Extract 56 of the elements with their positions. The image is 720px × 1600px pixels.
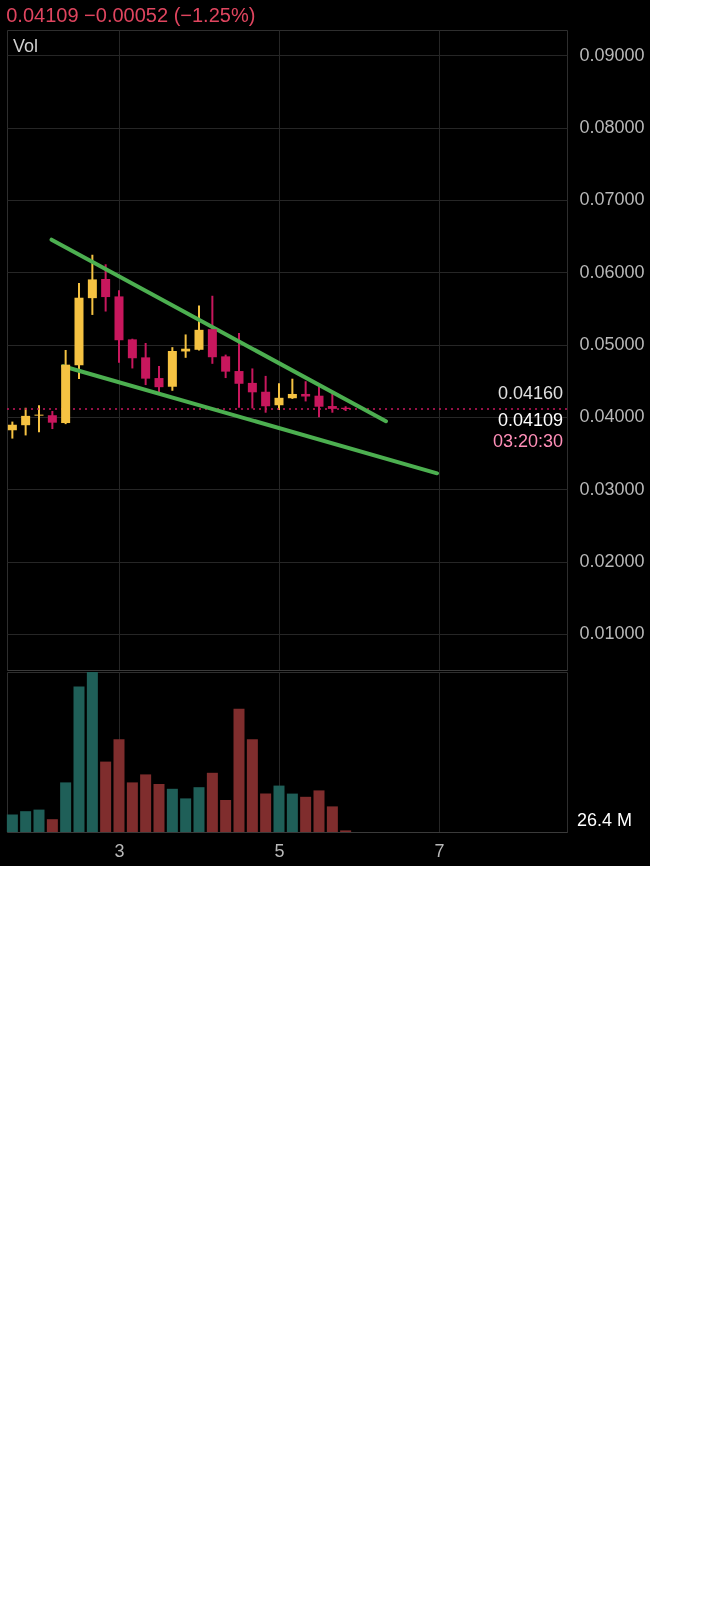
x-tick-label: 7	[434, 840, 445, 861]
candlestick	[47, 409, 57, 431]
candlestick	[101, 263, 111, 313]
bar	[6, 814, 18, 832]
bar	[100, 761, 112, 832]
ref-line-label: 0.04109	[497, 410, 563, 431]
bar	[220, 800, 232, 832]
bar	[73, 686, 85, 832]
candlestick	[154, 364, 164, 395]
candlestick	[87, 253, 97, 316]
x-tick-label: 3	[114, 840, 125, 861]
y-tick-label: 0.01000	[579, 623, 645, 644]
bar	[33, 809, 45, 832]
annotation: 0.04160	[497, 383, 563, 404]
bar	[193, 787, 205, 832]
bar	[126, 782, 138, 832]
y-tick-label: 0.09000	[579, 44, 645, 65]
y-tick-label: 0.02000	[579, 551, 645, 572]
chart-subtitle: 0.04109 −0.00052 (−1.25%)	[6, 4, 256, 26]
bar	[86, 672, 98, 832]
candlestick	[194, 304, 204, 352]
annotation: 03:20:30	[492, 431, 563, 452]
bar	[300, 796, 312, 832]
candlestick	[127, 337, 137, 370]
y-tick-label: 0.06000	[579, 261, 645, 282]
bar	[166, 788, 178, 832]
candlestick	[247, 367, 257, 410]
candlestick	[234, 332, 244, 409]
bar	[113, 739, 125, 832]
candlestick	[274, 382, 284, 411]
bar	[273, 785, 285, 832]
bar	[326, 806, 338, 832]
bar	[60, 782, 72, 832]
bar	[206, 772, 218, 832]
bar	[313, 790, 325, 832]
bar	[180, 798, 192, 832]
y-tick-label: 0.03000	[579, 478, 645, 499]
candlestick	[221, 353, 231, 380]
bar	[260, 793, 272, 832]
bar	[46, 819, 58, 832]
bar	[286, 793, 298, 832]
x-tick-label: 5	[274, 840, 285, 861]
bar	[140, 774, 152, 832]
bar	[246, 739, 258, 832]
bar	[233, 708, 245, 832]
y-tick-label: 0.07000	[579, 189, 645, 210]
candlestick	[287, 377, 297, 400]
bar	[20, 811, 32, 832]
text: 26.4 M	[577, 810, 633, 830]
candlestick	[141, 341, 151, 387]
annotation: Vol	[13, 36, 39, 56]
bar	[153, 784, 165, 832]
y-tick-label: 0.08000	[579, 117, 645, 138]
candlestick	[34, 404, 44, 434]
y-tick-label: 0.04000	[579, 406, 645, 427]
y-tick-label: 0.05000	[579, 334, 645, 355]
